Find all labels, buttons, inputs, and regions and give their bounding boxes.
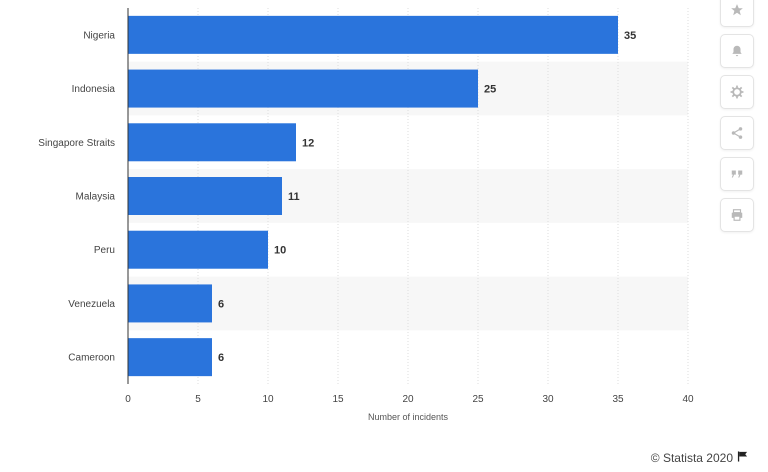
category-label: Malaysia xyxy=(76,192,116,203)
x-axis-title: Number of incidents xyxy=(368,412,449,422)
quote-icon xyxy=(730,167,744,181)
favorite-button[interactable] xyxy=(720,0,754,27)
x-tick-label: 30 xyxy=(542,394,554,405)
print-button[interactable] xyxy=(720,198,754,232)
category-label: Venezuela xyxy=(68,299,115,310)
bar xyxy=(128,338,212,377)
x-tick-label: 5 xyxy=(195,394,201,405)
category-label: Peru xyxy=(94,245,115,256)
bar xyxy=(128,15,618,54)
category-label: Indonesia xyxy=(72,84,116,95)
x-tick-label: 40 xyxy=(682,394,694,405)
data-label: 35 xyxy=(624,30,636,42)
data-label: 25 xyxy=(484,84,496,96)
category-label: Cameroon xyxy=(68,353,115,364)
bar xyxy=(128,230,268,269)
share-icon xyxy=(730,126,744,140)
star-icon xyxy=(730,3,744,17)
flag-icon xyxy=(737,451,748,465)
x-tick-label: 35 xyxy=(612,394,624,405)
bar xyxy=(128,123,296,162)
print-icon xyxy=(730,208,744,222)
data-label: 6 xyxy=(218,298,224,310)
bar xyxy=(128,177,282,215)
category-label: Nigeria xyxy=(83,30,115,41)
data-label: 11 xyxy=(288,191,300,203)
credit-text: © Statista 2020 xyxy=(650,451,733,465)
data-label: 10 xyxy=(274,245,286,257)
bar xyxy=(128,69,478,108)
data-label: 6 xyxy=(218,352,224,364)
x-tick-label: 20 xyxy=(402,394,414,405)
cite-button[interactable] xyxy=(720,157,754,191)
source-credit[interactable]: © Statista 2020 xyxy=(651,451,748,465)
bar xyxy=(128,284,212,323)
x-tick-label: 25 xyxy=(472,394,484,405)
gear-icon xyxy=(730,85,744,99)
row-band xyxy=(128,276,688,331)
bell-icon xyxy=(730,44,744,58)
x-tick-label: 15 xyxy=(332,394,344,405)
data-label: 12 xyxy=(302,137,314,149)
x-tick-label: 0 xyxy=(125,394,131,405)
notification-button[interactable] xyxy=(720,34,754,68)
x-tick-label: 10 xyxy=(262,394,274,405)
category-label: Singapore Straits xyxy=(38,138,115,149)
settings-button[interactable] xyxy=(720,75,754,109)
share-button[interactable] xyxy=(720,116,754,150)
